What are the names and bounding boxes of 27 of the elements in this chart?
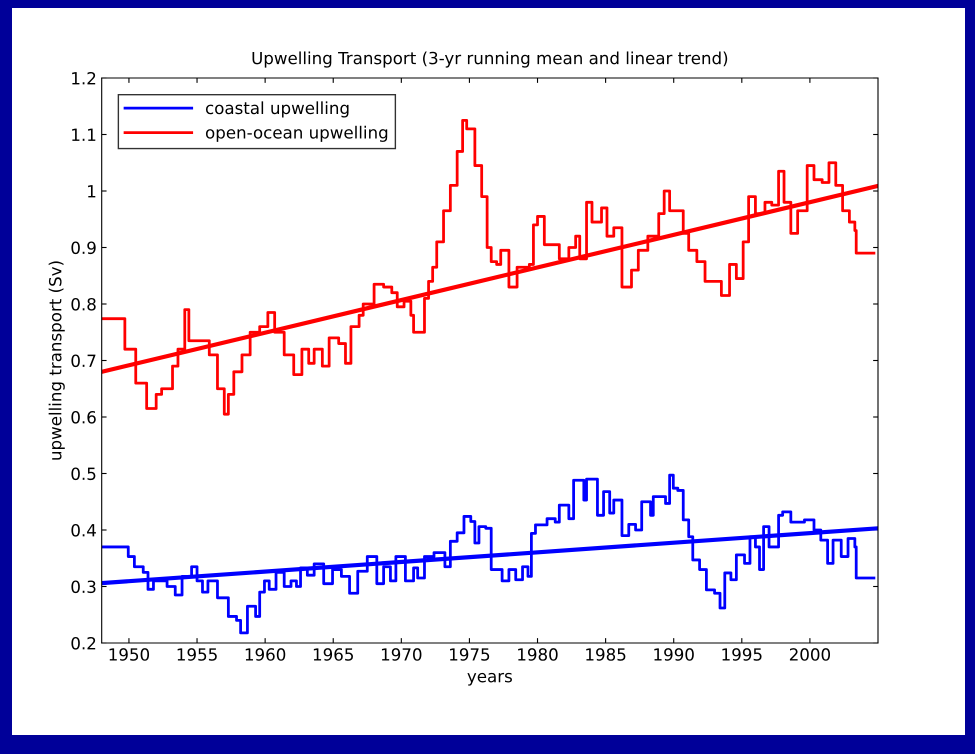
- y-tick-label: 0.9: [71, 241, 96, 254]
- y-tick-label: 1: [88, 185, 96, 198]
- x-tick-label: 2000: [790, 648, 830, 661]
- x-axis-title: years: [467, 672, 512, 686]
- x-tick-label: 1980: [518, 648, 558, 661]
- y-axis-title: upwelling transport (Sv): [48, 261, 65, 460]
- y-tick-label: 0.5: [71, 467, 96, 480]
- x-tick-label: 1960: [246, 648, 286, 661]
- y-tick-label: 0.6: [71, 410, 96, 424]
- x-tick-label: 1995: [722, 648, 762, 661]
- x-tick-label: 1975: [450, 648, 490, 661]
- y-tick-label: 0.3: [71, 580, 96, 594]
- y-tick-label: 0.4: [71, 524, 96, 537]
- x-tick-label: 1950: [110, 648, 150, 661]
- x-tick-label: 1955: [178, 648, 217, 661]
- y-tick-label: 0.7: [71, 354, 96, 368]
- chart-title: Upwelling Transport (3-yr running mean and linear trend): [252, 51, 728, 68]
- x-tick-label: 1965: [314, 648, 353, 661]
- y-tick-label: 0.8: [71, 298, 96, 311]
- y-tick-label: 1.2: [72, 72, 96, 84]
- x-tick-label: 1970: [382, 648, 422, 661]
- y-tick-label: 0.2: [71, 636, 96, 650]
- x-tick-label: 1990: [654, 648, 694, 661]
- x-tick-label: 1985: [586, 648, 626, 661]
- legend-label: open-ocean upwelling: [206, 126, 388, 142]
- y-tick-label: 1.1: [72, 128, 96, 141]
- legend-label: coastal upwelling: [206, 101, 349, 118]
